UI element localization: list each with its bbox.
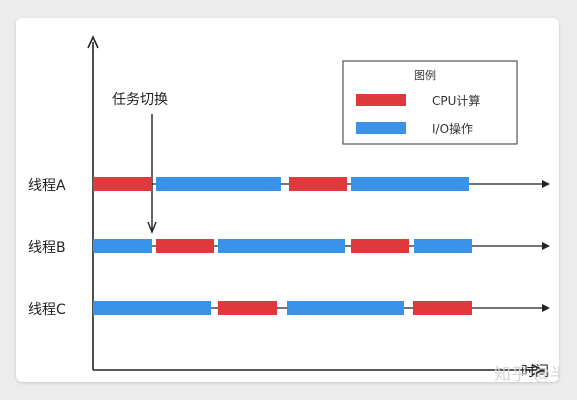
diagram-card: 时间 图例 CPU计算 I/O操作 任务切换 线程A 线程B 线程C 知乎 @半 [16, 18, 559, 382]
thread-b-segment-cpu [351, 239, 409, 253]
thread-c-segment-io [287, 301, 404, 315]
thread-b-segment-io [414, 239, 472, 253]
thread-c-segment-cpu [413, 301, 472, 315]
time-axis-label: 时间 [521, 364, 549, 380]
thread-label-a: 线程A [28, 178, 66, 194]
watermark: 知乎 @半 [494, 365, 559, 382]
thread-label-b: 线程B [28, 240, 66, 256]
thread-label-c: 线程C [28, 302, 66, 318]
legend-swatch-io [356, 122, 406, 134]
thread-c-arrowhead [542, 304, 550, 312]
thread-a-segment-io [351, 177, 469, 191]
thread-c-segment-io [93, 301, 211, 315]
thread-b-segment-io [218, 239, 345, 253]
x-axis-arrowhead [531, 364, 545, 376]
thread-b-segment-io [93, 239, 152, 253]
task-switch-label: 任务切换 [112, 91, 168, 108]
y-axis-arrowhead [87, 35, 99, 49]
legend-label-io: I/O操作 [432, 121, 473, 136]
legend-swatch-cpu [356, 94, 406, 106]
task-switch-arrowhead [147, 221, 157, 234]
thread-timeline-diagram: 时间 图例 CPU计算 I/O操作 任务切换 线程A 线程B 线程C [28, 35, 550, 380]
legend: 图例 CPU计算 I/O操作 [342, 60, 518, 145]
thread-b-arrowhead [542, 242, 550, 250]
legend-label-cpu: CPU计算 [432, 93, 480, 108]
thread-a-segment-cpu [93, 177, 152, 191]
thread-a-segment-cpu [289, 177, 347, 191]
thread-c-segment-cpu [218, 301, 277, 315]
legend-title: 图例 [414, 68, 436, 82]
thread-a-arrowhead [542, 180, 550, 188]
thread-rows [93, 177, 550, 315]
thread-a-segment-io [156, 177, 281, 191]
thread-b-segment-cpu [156, 239, 214, 253]
